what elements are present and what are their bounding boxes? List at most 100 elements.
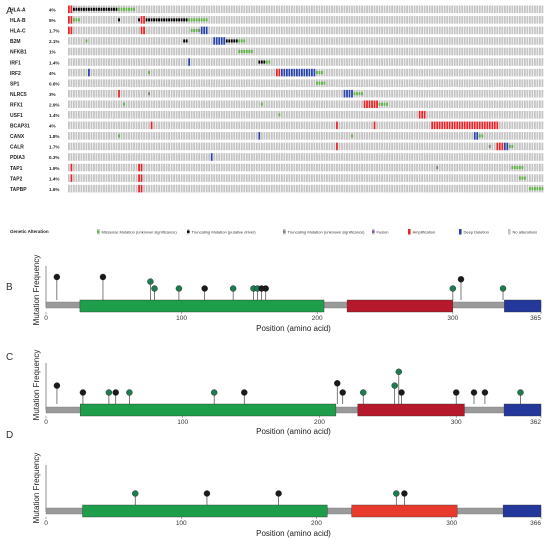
- gene-frequency: 0.6%: [49, 81, 59, 86]
- protein-domain: [346, 299, 454, 313]
- mutation-marker: [147, 278, 154, 285]
- mutation-marker: [470, 389, 478, 396]
- oncoprint-row: [68, 142, 544, 151]
- protein-domain: [502, 504, 542, 518]
- gene-frequency: 1.7%: [49, 145, 59, 150]
- mutation-marker: [275, 490, 282, 497]
- mutation-marker: [398, 389, 405, 396]
- gene-frequency: 3%: [49, 92, 56, 97]
- mutation-marker: [105, 389, 113, 396]
- mutation-marker: [229, 285, 237, 292]
- x-tick-label: 100: [176, 520, 187, 527]
- oncoprint-row: [68, 5, 544, 14]
- oncoprint-row: [68, 100, 544, 109]
- gene-frequency: 1%: [49, 50, 56, 55]
- gene-frequency: 4%: [49, 71, 56, 76]
- gene-name: HLA-C: [10, 29, 26, 35]
- mutation-marker: [262, 285, 269, 292]
- oncoprint-row: [68, 26, 544, 35]
- protein-domain: [504, 299, 542, 313]
- mutation-marker: [457, 276, 465, 283]
- legend-item: Fusion: [372, 229, 389, 235]
- gene-name: BCAP31: [10, 124, 30, 130]
- panel-label-a: A: [6, 6, 13, 17]
- gene-name: RFX1: [10, 102, 23, 108]
- protein-domain: [357, 403, 465, 417]
- mutation-marker: [339, 389, 346, 396]
- legend-item: Truncating Mutation (unknown significanc…: [283, 229, 365, 235]
- mutation-marker: [53, 382, 61, 389]
- oncoprint-row: [68, 79, 544, 87]
- protein-domain: [351, 504, 458, 518]
- mutation-marker: [391, 382, 398, 389]
- oncoprint-row: [68, 184, 544, 193]
- oncoprint-row: [68, 163, 544, 172]
- oncoprint-row: [68, 121, 544, 130]
- gene-frequency: 4%: [49, 124, 56, 129]
- gene-name: PDIA3: [10, 155, 25, 161]
- legend-label: Truncating Mutation (putative driver): [192, 230, 257, 235]
- x-tick-label: 0: [44, 315, 48, 322]
- x-tick-label: 100: [176, 315, 187, 322]
- gene-frequency: 5%: [49, 18, 56, 23]
- mutation-marker: [126, 389, 133, 396]
- x-tick-label: 300: [446, 520, 457, 527]
- x-tick-label: 0: [44, 520, 48, 527]
- panel-label-c: C: [6, 352, 13, 363]
- mutation-marker: [79, 389, 87, 396]
- mutation-marker: [453, 389, 460, 396]
- mutation-marker: [201, 285, 208, 292]
- oncoprint-row: [68, 47, 544, 56]
- panel-label-d: D: [6, 430, 13, 441]
- gene-name: TAPBP: [10, 187, 27, 193]
- x-tick-label: 300: [451, 419, 462, 426]
- mutation-marker: [401, 490, 408, 497]
- oncoprint-legend: Missense Mutation (unknown significance)…: [97, 229, 537, 235]
- y-axis-label: Mutation Frequency: [32, 350, 41, 421]
- gene-name: TAP2: [10, 176, 23, 182]
- x-tick-label: 300: [447, 315, 458, 322]
- mutation-marker: [210, 389, 218, 396]
- x-axis-label: Position (amino acid): [256, 529, 331, 538]
- gene-frequency: 0.3%: [49, 155, 59, 160]
- lollipop-panel-b: Mutation Frequency 0 100 200 300 365 Position …: [32, 255, 541, 333]
- mutation-marker: [175, 285, 183, 292]
- mutation-marker: [360, 389, 367, 396]
- legend-item: Amplification: [408, 229, 435, 235]
- protein-domain: [79, 403, 337, 417]
- legend-label: Truncating Mutation (unknown significanc…: [288, 230, 366, 235]
- x-tick-label: 200: [311, 520, 322, 527]
- legend-label: Deep Deletion: [464, 230, 489, 235]
- legend-label: Amplification: [413, 230, 436, 235]
- mutation-marker: [395, 368, 402, 375]
- oncoprint-row: [68, 89, 544, 98]
- x-axis-label: Position (amino acid): [256, 324, 331, 333]
- oncoprint-gene-labels: HLA-A 4% HLA-B 5% HLA-C 1.7% B2M 2.1% NFKB1 1% IRF…: [10, 8, 59, 193]
- gene-frequency: 1.4%: [49, 113, 59, 118]
- gene-name: CANX: [10, 134, 25, 140]
- mutation-marker: [53, 273, 61, 281]
- oncoprint-row: [68, 132, 544, 140]
- gene-frequency: 1.9%: [49, 166, 59, 171]
- x-tick-label: 100: [177, 419, 188, 426]
- gene-name: SP1: [10, 81, 20, 87]
- gene-name: IRF2: [10, 71, 21, 77]
- mutation-marker: [449, 285, 457, 292]
- oncoprint-row: [68, 68, 544, 77]
- oncoprint-row: [68, 16, 544, 24]
- mutation-marker: [132, 490, 139, 497]
- oncoprint-row: [68, 111, 544, 119]
- gene-frequency: 1.4%: [49, 60, 59, 65]
- oncoprint-row: [68, 174, 544, 182]
- x-tick-label: 362: [530, 419, 541, 426]
- x-tick-label: 200: [314, 419, 325, 426]
- oncoprint-row: [68, 58, 544, 66]
- gene-name: TAP1: [10, 166, 23, 172]
- mutation-marker: [517, 389, 524, 396]
- gene-frequency: 4%: [49, 8, 56, 13]
- mutation-marker: [499, 285, 507, 292]
- legend-title: Genetic Alteration: [10, 229, 49, 234]
- mutation-marker: [99, 273, 107, 281]
